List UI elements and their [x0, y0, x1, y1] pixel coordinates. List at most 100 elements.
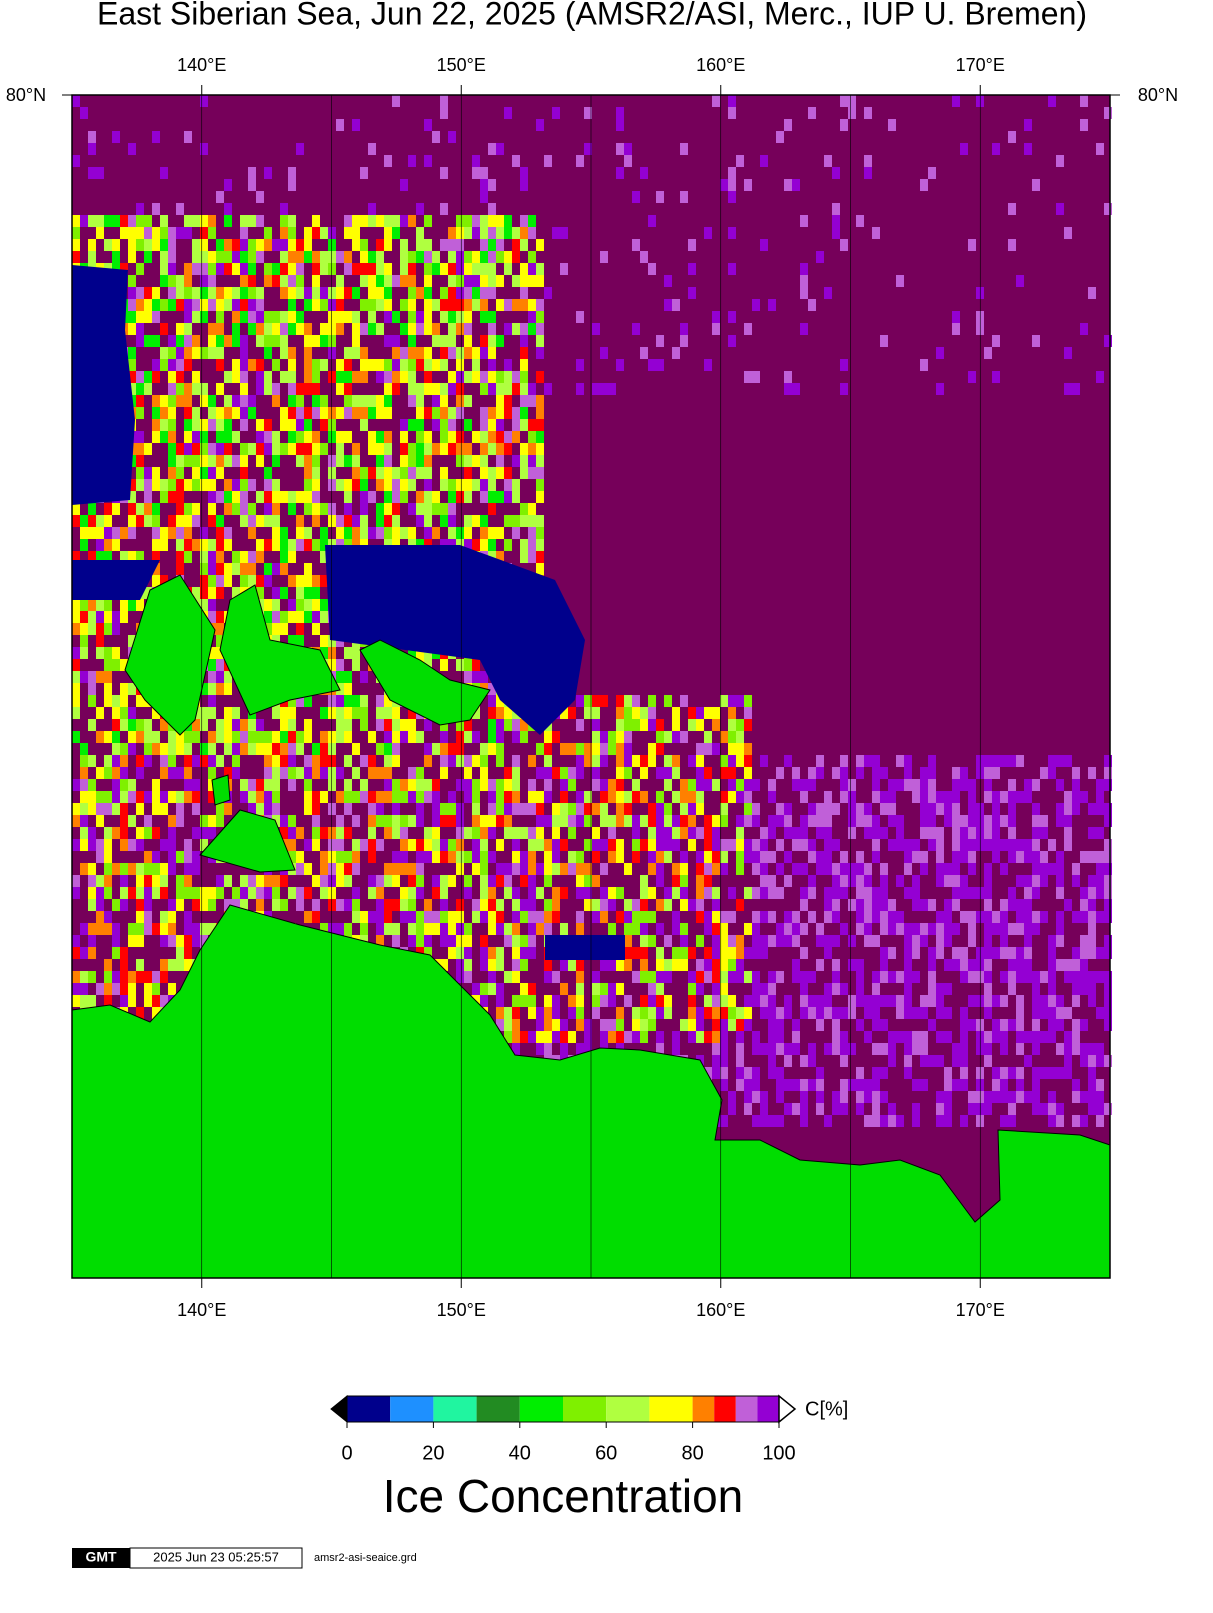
ice-cell: [144, 743, 152, 755]
ice-cell: [896, 1115, 904, 1127]
ice-cell: [88, 167, 96, 179]
ice-cell: [384, 299, 392, 311]
ice-cell: [528, 839, 536, 851]
ice-cell: [424, 263, 432, 275]
ice-cell: [352, 407, 360, 419]
ice-cell: [920, 1007, 928, 1019]
ice-cell: [120, 683, 128, 695]
ice-cell: [624, 815, 632, 827]
ice-cell: [368, 359, 376, 371]
ice-cell: [368, 323, 376, 335]
ice-cell: [968, 995, 976, 1007]
ice-cell: [408, 899, 416, 911]
ice-cell: [496, 755, 504, 767]
ice-cell: [544, 383, 552, 395]
ice-cell: [704, 911, 712, 923]
ice-cell: [240, 899, 248, 911]
ice-cell: [520, 899, 528, 911]
ice-cell: [656, 947, 664, 959]
ice-cell: [624, 995, 632, 1007]
ice-cell: [496, 275, 504, 287]
ice-cell: [856, 1019, 864, 1031]
ice-cell: [200, 467, 208, 479]
ice-cell: [928, 779, 936, 791]
ice-cell: [720, 1079, 728, 1091]
ice-cell: [464, 263, 472, 275]
timestamp: 2025 Jun 23 05:25:57: [153, 1549, 279, 1564]
ice-cell: [656, 899, 664, 911]
ice-cell: [528, 263, 536, 275]
ice-cell: [256, 743, 264, 755]
ice-cell: [456, 311, 464, 323]
ice-cell: [128, 839, 136, 851]
land-island: [211, 774, 231, 806]
ice-cell: [96, 527, 104, 539]
ice-cell: [312, 911, 320, 923]
ice-cell: [1024, 1091, 1032, 1103]
colorbar-min-arrow: [330, 1394, 348, 1424]
ice-cell: [168, 371, 176, 383]
ice-cell: [112, 755, 120, 767]
ice-cell: [496, 215, 504, 227]
ice-cell: [256, 455, 264, 467]
ice-cell: [648, 983, 656, 995]
ice-cell: [592, 839, 600, 851]
ice-cell: [520, 371, 528, 383]
ice-cell: [280, 827, 288, 839]
ice-cell: [104, 923, 112, 935]
ice-cell: [416, 767, 424, 779]
ice-cell: [528, 551, 536, 563]
ice-cell: [400, 467, 408, 479]
ice-cell: [136, 455, 144, 467]
ice-cell: [304, 467, 312, 479]
ice-cell: [640, 719, 648, 731]
ice-cell: [992, 803, 1000, 815]
ice-cell: [448, 431, 456, 443]
ice-cell: [488, 527, 496, 539]
ice-cell: [520, 419, 528, 431]
ice-cell: [1056, 155, 1064, 167]
ice-cell: [360, 491, 368, 503]
ice-cell: [512, 515, 520, 527]
ice-cell: [288, 743, 296, 755]
ice-cell: [528, 1007, 536, 1019]
ice-cell: [728, 191, 736, 203]
ice-cell: [520, 335, 528, 347]
ice-cell: [432, 743, 440, 755]
ice-cell: [320, 755, 328, 767]
ice-cell: [144, 851, 152, 863]
ice-cell: [528, 755, 536, 767]
ice-cell: [472, 515, 480, 527]
ice-cell: [584, 107, 592, 119]
ice-cell: [160, 491, 168, 503]
ice-cell: [520, 875, 528, 887]
ice-cell: [216, 719, 224, 731]
ice-cell: [392, 875, 400, 887]
ice-cell: [328, 923, 336, 935]
gmt-logo: [72, 1548, 130, 1568]
ice-cell: [192, 791, 200, 803]
ice-cell: [88, 779, 96, 791]
ice-cell: [552, 815, 560, 827]
ice-cell: [1072, 791, 1080, 803]
ice-cell: [592, 779, 600, 791]
ice-cell: [912, 1031, 920, 1043]
ice-cell: [560, 815, 568, 827]
ice-cell: [416, 395, 424, 407]
ice-cell: [240, 779, 248, 791]
ice-cell: [904, 923, 912, 935]
ice-cell: [784, 995, 792, 1007]
ice-cell: [1040, 875, 1048, 887]
ice-cell: [240, 479, 248, 491]
ice-cell: [800, 791, 808, 803]
ice-cell: [304, 431, 312, 443]
ice-cell: [880, 899, 888, 911]
ice-cell: [304, 779, 312, 791]
ice-cell: [832, 839, 840, 851]
ice-cell: [696, 1007, 704, 1019]
ice-cell: [152, 431, 160, 443]
ice-cell: [952, 323, 960, 335]
ice-cell: [528, 923, 536, 935]
ice-cell: [488, 851, 496, 863]
ice-cell: [504, 863, 512, 875]
